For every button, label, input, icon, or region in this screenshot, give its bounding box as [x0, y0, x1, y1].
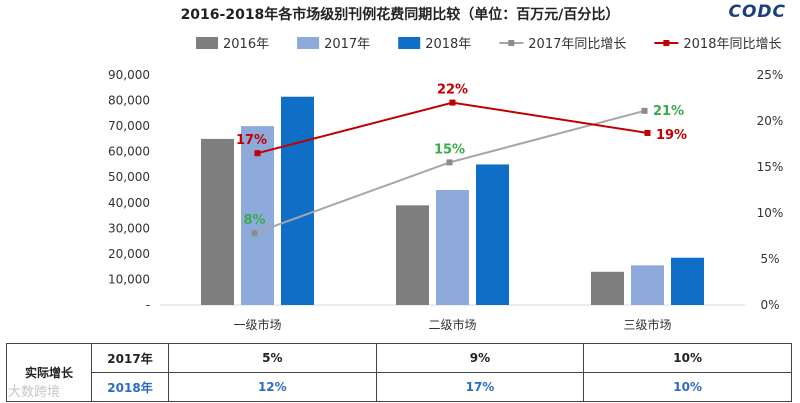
bar — [476, 164, 509, 305]
data-point — [644, 129, 651, 136]
table-row: 实际增长 2017年 5% 9% 10% — [6, 343, 792, 402]
legend-marker — [663, 40, 670, 46]
brand-logo: CODC — [728, 2, 786, 22]
table-cell: 10% — [583, 372, 792, 402]
bar — [591, 271, 624, 305]
bar — [201, 138, 234, 305]
chart-legend: 2016年 2017年 2018年 2017年同比增长 2018年同比增长 — [196, 37, 781, 52]
data-point — [446, 159, 453, 166]
legend-label: 2016年 — [223, 37, 269, 52]
left-tick-label: 80,000 — [108, 94, 150, 108]
legend-label: 2017年同比增长 — [528, 37, 626, 52]
right-tick-label: 10% — [757, 206, 784, 220]
left-tick-label: 20,000 — [108, 247, 150, 261]
table-cell: 10% — [583, 343, 792, 373]
left-tick-label: 90,000 — [108, 68, 150, 82]
table-cell: 5% — [168, 343, 377, 373]
data-label: 21% — [653, 104, 684, 119]
data-point — [449, 99, 456, 106]
growth-table: 实际增长 2017年 5% 9% 10% 2018年 12% 17% 10% — [6, 343, 792, 402]
legend-swatch — [398, 37, 421, 49]
left-tick-label: 30,000 — [108, 221, 150, 235]
table-cell: 9% — [375, 343, 585, 373]
right-tick-label: 0% — [760, 298, 779, 312]
left-tick-label: 70,000 — [108, 119, 150, 133]
bar — [631, 265, 664, 305]
data-label: 19% — [656, 128, 687, 143]
right-tick-label: 15% — [757, 160, 784, 174]
right-tick-label: 5% — [760, 252, 779, 266]
legend-label: 2017年 — [324, 37, 370, 52]
left-tick-label: 60,000 — [108, 145, 150, 159]
table-row: 2018年 12% 17% 10% — [7, 372, 792, 402]
right-tick-label: 20% — [757, 114, 784, 128]
lines: 8% 15% 21% 17% 22% 19% — [236, 83, 687, 237]
left-tick-label: 50,000 — [108, 170, 150, 184]
data-point — [641, 107, 648, 114]
data-label: 15% — [434, 142, 465, 157]
row-header: 实际增长 — [6, 343, 92, 402]
bar — [281, 96, 314, 305]
right-tick-label: 25% — [757, 68, 784, 82]
table-year-cell: 2018年 — [91, 372, 169, 402]
bar — [436, 190, 469, 305]
left-tick-label: - — [146, 298, 150, 312]
category-labels: 一级市场 二级市场 三级市场 — [233, 317, 671, 332]
data-label: 17% — [236, 133, 267, 148]
category-label: 三级市场 — [623, 317, 671, 332]
table-year-cell: 2017年 — [91, 343, 169, 373]
data-label: 22% — [437, 83, 468, 98]
table-cell: 12% — [168, 372, 377, 402]
data-label: 8% — [243, 213, 265, 228]
bars — [201, 96, 704, 305]
category-label: 一级市场 — [233, 317, 281, 332]
left-tick-label: 10,000 — [108, 272, 150, 286]
left-tick-label: 40,000 — [108, 196, 150, 210]
data-point — [251, 230, 258, 237]
right-axis: 0% 5% 10% 15% 20% 25% — [757, 68, 784, 312]
legend-swatch — [196, 37, 218, 49]
chart-title: 2016-2018年各市场级别刊例花费同期比较（单位：百万元/百分比） — [180, 7, 620, 23]
category-label: 二级市场 — [428, 317, 476, 332]
watermark: 大数跨境 — [8, 385, 61, 400]
legend-swatch — [297, 37, 320, 49]
legend-marker — [508, 40, 515, 46]
bar — [671, 257, 704, 305]
data-point — [254, 150, 261, 157]
chart: 2016年 2017年 2018年 2017年同比增长 2018年同比增长 - 10,00… — [108, 37, 784, 332]
legend-label: 2018年 — [425, 37, 471, 52]
table-cell: 17% — [375, 372, 585, 402]
bar — [396, 205, 429, 305]
legend-label: 2018年同比增长 — [683, 37, 781, 52]
